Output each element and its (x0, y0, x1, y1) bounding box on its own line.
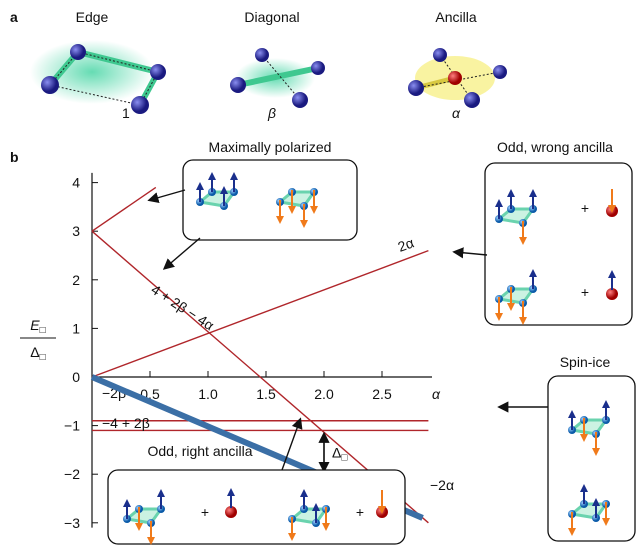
x-tick-label: 2.0 (314, 386, 334, 402)
figure: a Edge Diagonal Ancilla 1 β α b E□ Δ□ α −… (0, 0, 640, 547)
series-label: −2α (430, 477, 454, 493)
y-tick-label: 2 (72, 272, 80, 288)
panel-title: Ancilla (435, 9, 476, 25)
y-tick-label: −3 (64, 515, 80, 531)
panel-a: a Edge Diagonal Ancilla 1 β α (10, 9, 507, 121)
ancilla-diagram (408, 48, 507, 108)
inset-title: Maximally polarized (209, 139, 332, 155)
panel-title: Edge (76, 9, 109, 25)
edge-diagram (30, 40, 166, 114)
x-axis-label: α (432, 386, 441, 402)
series-line (92, 251, 428, 377)
series-line (92, 187, 156, 231)
x-tick-label: 1.0 (198, 386, 218, 402)
coupling-label: α (452, 105, 461, 121)
y-tick-label: −1 (64, 418, 80, 434)
series-label: 2α (396, 234, 416, 254)
coupling-label: 1 (122, 105, 130, 121)
y-tick-label: 4 (72, 175, 80, 191)
y-tick-label: 0 (72, 369, 80, 385)
diagonal-diagram (230, 48, 325, 108)
y-tick-label: −2 (64, 466, 80, 482)
panel-label: b (10, 149, 19, 165)
panel-title: Diagonal (244, 9, 299, 25)
inset-title: Odd, wrong ancilla (497, 139, 613, 155)
gap-label: Δ□ (332, 444, 347, 463)
series-label: −4 + 2β (102, 415, 150, 431)
y-tick-label: 1 (72, 320, 80, 336)
y-label-denominator: Δ□ (30, 344, 45, 363)
gap-label-part: □ (341, 452, 347, 463)
plus: + (581, 200, 589, 216)
series-label: 4 + 2β − 4α (148, 281, 217, 333)
y-axis-label: E□ Δ□ (20, 317, 56, 363)
gap-label-part: Δ (332, 444, 341, 460)
inset-title: Odd, right ancilla (147, 443, 252, 459)
y-tick-label: 3 (72, 223, 80, 239)
inset-title: Spin-ice (560, 354, 611, 370)
panel-label: a (10, 9, 18, 25)
plus: + (581, 284, 589, 300)
y-label-numerator: E□ (30, 317, 45, 336)
plus: + (356, 504, 364, 520)
plus: + (201, 504, 209, 520)
x-tick-label: 2.5 (372, 386, 392, 402)
coupling-label: β (267, 105, 276, 121)
